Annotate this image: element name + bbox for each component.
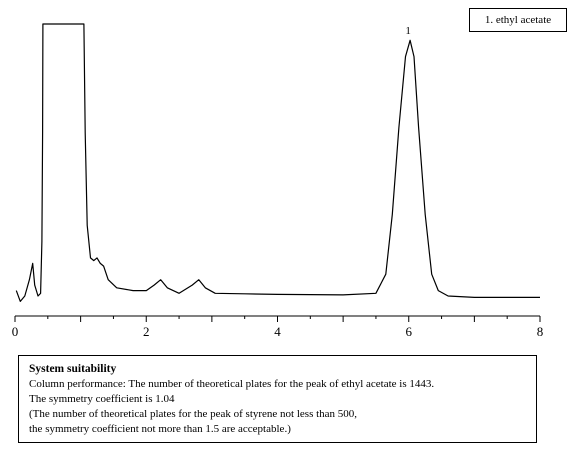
peak-label: 1	[405, 25, 411, 37]
suitability-line-symmetry: The symmetry coefficient is 1.04	[29, 393, 175, 405]
suitability-line-criteria-plates: (The number of theoretical plates for th…	[29, 408, 358, 420]
chromatogram-trace-layer	[15, 23, 540, 302]
suitability-line-column-performance: Column performance: The number of theore…	[29, 378, 435, 390]
x-tick-label: 2	[143, 324, 150, 339]
x-axis: 0 2 4 6 8	[12, 315, 544, 339]
system-suitability-box: System suitability Column performance: T…	[18, 355, 537, 443]
chromatogram-chart: 0 2 4 6 8 1	[12, 23, 544, 339]
x-tick-label: 4	[274, 324, 281, 339]
system-suitability-title: System suitability	[29, 363, 117, 375]
peak-annotation-layer: 1	[405, 25, 411, 37]
x-tick-label: 6	[406, 324, 413, 339]
legend: 1. ethyl acetate	[469, 8, 567, 32]
suitability-line-criteria-symmetry: the symmetry coefficient not more than 1…	[29, 423, 291, 435]
x-tick-label: 0	[12, 324, 19, 339]
chromatogram-series-0	[15, 23, 540, 302]
x-tick-label: 8	[537, 324, 544, 339]
legend-entry-ethyl-acetate: 1. ethyl acetate	[484, 14, 552, 26]
